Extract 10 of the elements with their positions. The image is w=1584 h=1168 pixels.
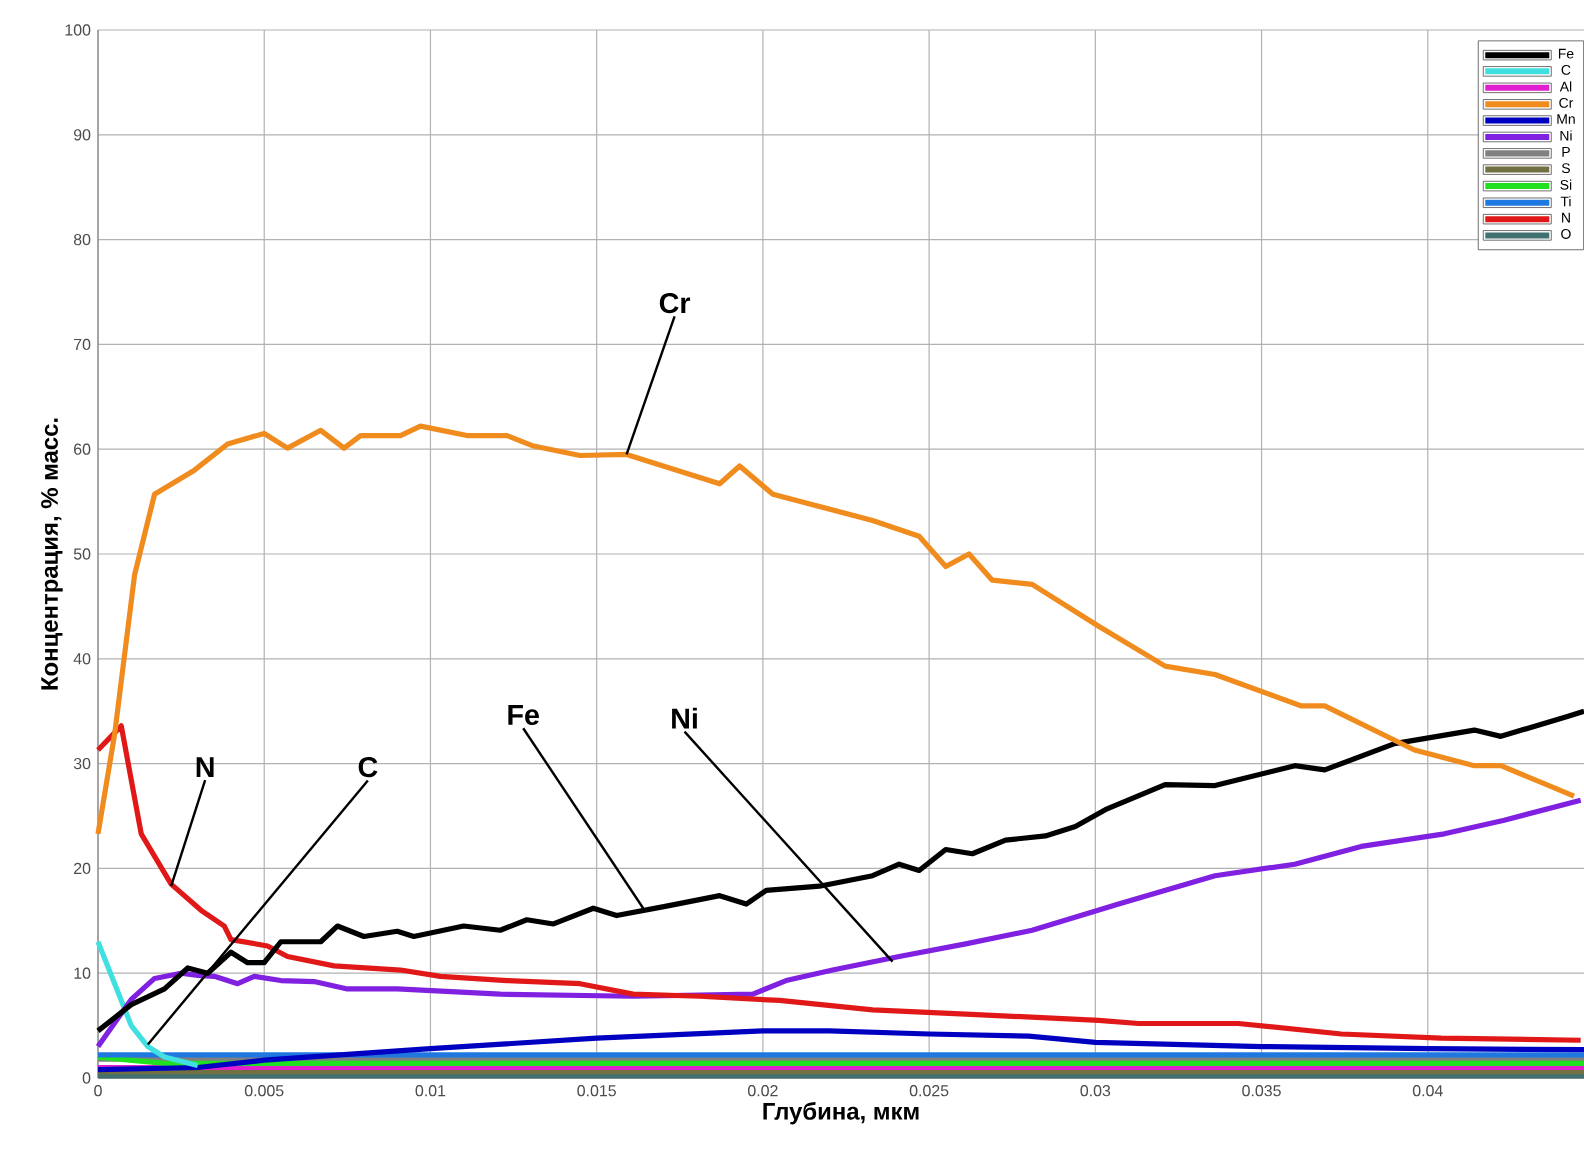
line-series xyxy=(95,797,1584,1050)
annotation: C xyxy=(358,756,378,778)
annotation: N xyxy=(196,757,214,778)
y-axis-title: Концентрация, % масс. xyxy=(41,418,63,690)
annotation: Fe xyxy=(508,704,539,726)
x-axis-title: Глубина, мкм xyxy=(763,1102,919,1125)
line-series xyxy=(95,1028,1584,1073)
annotation: Cr xyxy=(659,292,691,314)
line-series xyxy=(95,423,1577,837)
annotation: Ni xyxy=(672,707,697,729)
